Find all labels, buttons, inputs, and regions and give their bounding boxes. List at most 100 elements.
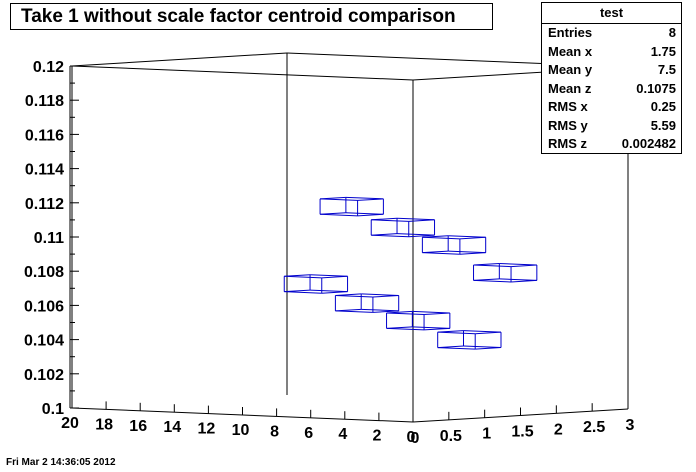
footer-timestamp: Fri Mar 2 14:36:05 2012 <box>6 457 116 468</box>
x-tick-label: 2.5 <box>583 419 605 436</box>
box-edge <box>499 262 537 266</box>
y-tick-label: 6 <box>304 425 313 442</box>
z-tick-label: 0.116 <box>25 127 64 144</box>
x-tick-label: 2 <box>554 421 563 438</box>
z-axis: 0.1 0.102 0.104 0.106 0.108 0.11 0.112 0.114 0.1… <box>24 59 79 418</box>
stats-row: RMS z 0.002482 <box>542 135 681 154</box>
box-edge <box>284 291 322 294</box>
data-box <box>370 217 436 238</box>
y-tick-label: 2 <box>372 428 381 445</box>
stats-value: 1.75 <box>650 43 676 59</box>
box-edge <box>397 217 435 221</box>
box-edge <box>345 212 384 215</box>
y-tick-label: 8 <box>270 423 279 440</box>
box-edge <box>422 252 460 255</box>
box-edge <box>371 219 409 222</box>
data-box <box>334 293 400 313</box>
data-box <box>319 196 384 217</box>
box-edge <box>499 278 537 281</box>
box-edge <box>345 196 384 200</box>
y-tick-label: 0 <box>407 429 416 446</box>
box-edge <box>386 312 425 316</box>
z-tick-label: 0.102 <box>24 367 64 384</box>
data-box <box>473 262 538 283</box>
stats-row: RMS x 0.25 <box>542 98 681 117</box>
box-edge <box>463 330 502 333</box>
data-box <box>386 310 451 331</box>
stats-label: RMS x <box>548 99 588 114</box>
y-tick-label: 18 <box>95 416 113 433</box>
data-box <box>421 235 487 255</box>
stats-rows: Entries 8 Mean x 1.75 Mean y 7.5 Mean z 0.1075 R… <box>542 24 681 154</box>
data-box <box>283 274 349 294</box>
x-tick-label: 0 <box>411 430 420 447</box>
box-edge <box>437 347 476 350</box>
stats-value: 7.5 <box>657 62 676 77</box>
stats-label: Entries <box>548 25 593 40</box>
stats-value: 0.002482 <box>621 136 676 151</box>
z-tick-label: 0.106 <box>24 298 64 315</box>
chart-title-text: Take 1 without scale factor centroid com… <box>21 6 456 27</box>
stats-label: Mean x <box>548 43 593 59</box>
box-edge <box>412 310 450 314</box>
box-edge <box>448 235 486 238</box>
box-edge <box>473 264 512 268</box>
box-edge <box>335 310 373 313</box>
z-tick-label: 0.104 <box>24 333 64 350</box>
box-edge <box>473 279 512 283</box>
top-edge <box>71 52 288 67</box>
y-tick-label: 12 <box>198 421 216 438</box>
stats-row: RMS y 5.59 <box>542 117 681 136</box>
y-tick-label: 4 <box>338 426 347 443</box>
data-box <box>437 330 502 350</box>
stats-title: test <box>542 3 681 24</box>
z-tick-label: 0.11 <box>34 230 64 247</box>
x-tick-label: 3 <box>626 417 635 434</box>
data-boxes <box>283 196 538 350</box>
y-tick-label: 14 <box>163 419 181 436</box>
y-tick-label: 16 <box>129 418 147 435</box>
box-edge <box>448 250 486 254</box>
x-tick-label: 1.5 <box>511 424 533 441</box>
box-edge <box>361 293 399 296</box>
box-edge <box>422 236 460 240</box>
x-axis: 0 0.5 1 1.5 2 2.5 3 <box>411 401 635 447</box>
box-edge <box>397 233 435 236</box>
box-edge <box>320 198 358 201</box>
z-tick-label: 0.112 <box>25 196 64 213</box>
stats-box: test Entries 8 Mean x 1.75 Mean y 7.5 Mean z 0.… <box>541 2 682 154</box>
stats-label: Mean z <box>548 80 592 96</box>
x-tick-label: 0.5 <box>440 428 462 445</box>
stats-value: 5.59 <box>650 117 676 133</box>
box-edge <box>320 213 358 217</box>
box-edge <box>437 331 476 335</box>
z-tick-label: 0.1 <box>42 401 64 418</box>
stats-value: 8 <box>668 25 676 40</box>
box-edge <box>386 327 425 331</box>
stats-row: Entries 8 <box>542 24 681 43</box>
box-edge <box>310 274 348 277</box>
stats-value: 0.1075 <box>636 80 676 96</box>
y-axis: 20 18 16 14 12 10 8 6 4 2 0 <box>61 400 416 446</box>
stats-row: Mean y 7.5 <box>542 61 681 80</box>
box-edge <box>284 275 322 279</box>
stats-label: RMS z <box>548 136 587 151</box>
box-edge <box>463 345 502 349</box>
stats-label: RMS y <box>548 117 588 133</box>
stats-row: Mean x 1.75 <box>542 43 681 62</box>
z-tick-label: 0.108 <box>24 264 64 281</box>
box-edge <box>335 294 373 298</box>
z-tick-label: 0.12 <box>33 59 64 76</box>
x-tick-label: 1 <box>482 426 491 443</box>
chart-title: Take 1 without scale factor centroid com… <box>10 3 493 30</box>
z-tick-label: 0.118 <box>25 93 64 110</box>
y-tick-label: 20 <box>61 415 79 432</box>
stats-label: Mean y <box>548 62 593 77</box>
top-edge <box>71 65 414 81</box>
box-edge <box>371 234 409 238</box>
stats-value: 0.25 <box>650 99 676 114</box>
box-edge <box>361 308 399 312</box>
box-edge <box>412 326 450 329</box>
z-tick-label: 0.114 <box>25 162 64 179</box>
